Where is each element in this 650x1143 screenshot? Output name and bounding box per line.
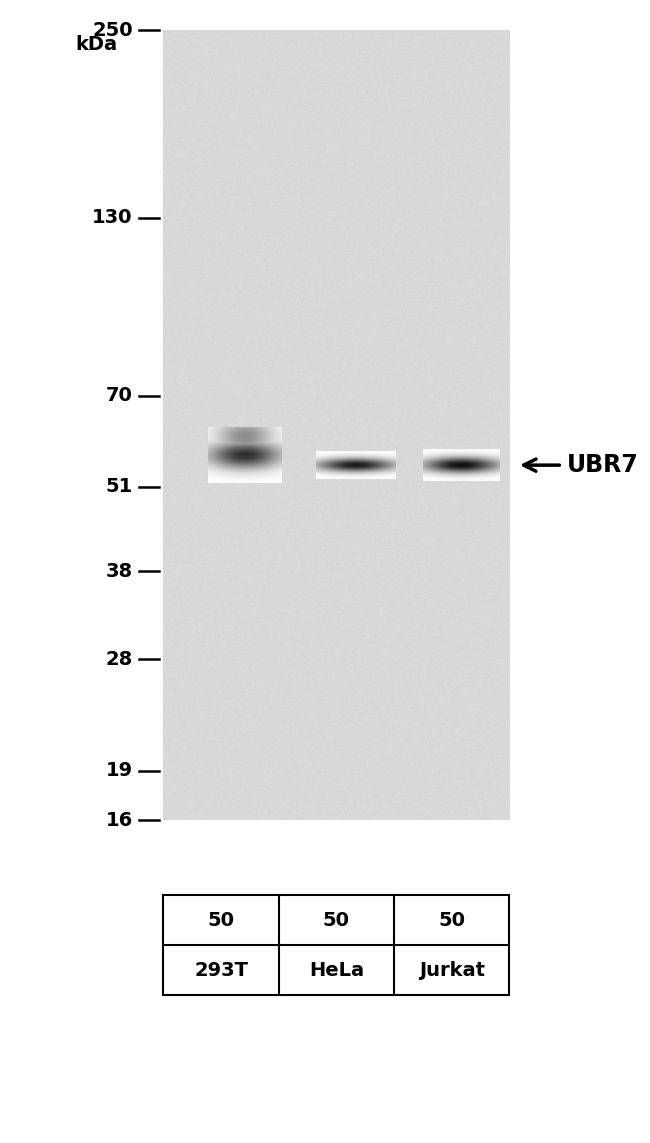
Text: kDa: kDa [75, 35, 117, 54]
Text: HeLa: HeLa [309, 960, 364, 980]
Text: 28: 28 [105, 649, 133, 669]
Text: 70: 70 [106, 386, 133, 406]
Text: 51: 51 [105, 478, 133, 496]
Text: 50: 50 [207, 911, 235, 929]
Text: 130: 130 [92, 208, 133, 227]
Bar [163, 30, 510, 820]
Text: Jurkat: Jurkat [419, 960, 485, 980]
Text: 50: 50 [438, 911, 465, 929]
Text: 293T: 293T [194, 960, 248, 980]
Text: 50: 50 [323, 911, 350, 929]
Text: 19: 19 [105, 761, 133, 781]
Bar [163, 895, 510, 996]
Text: 250: 250 [92, 21, 133, 40]
Text: 16: 16 [105, 810, 133, 830]
Text: UBR7: UBR7 [567, 453, 639, 477]
Text: 38: 38 [105, 562, 133, 581]
